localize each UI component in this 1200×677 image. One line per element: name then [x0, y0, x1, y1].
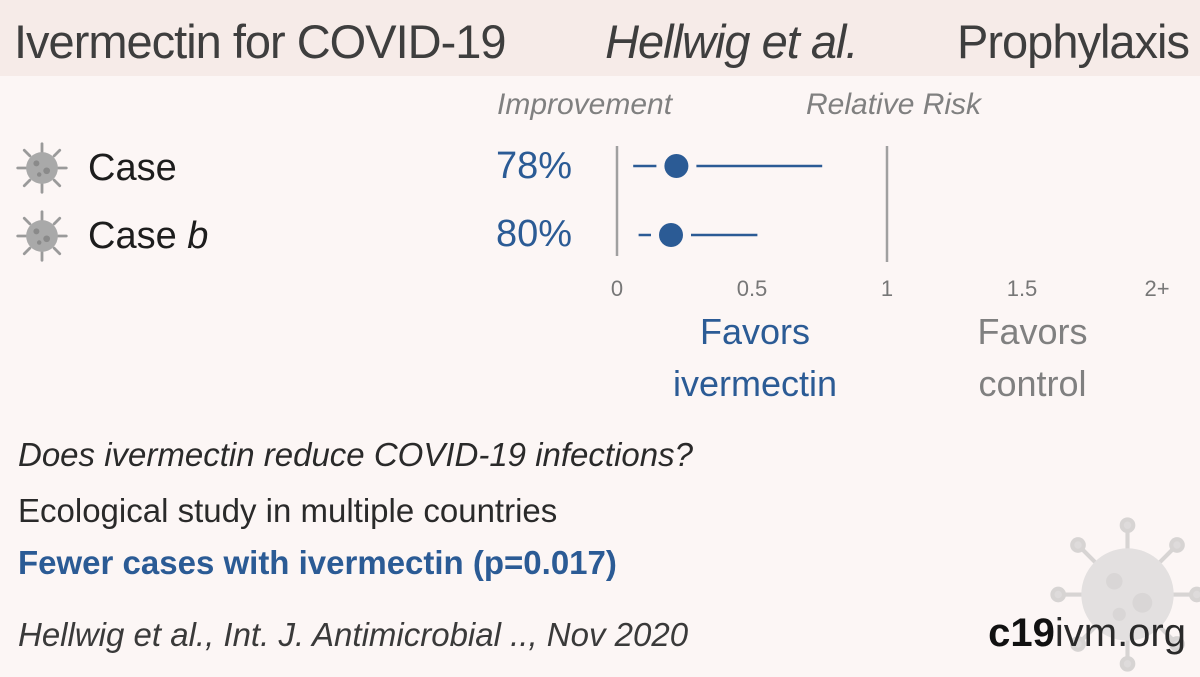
title-author: Hellwig et al.	[605, 14, 858, 68]
citation: Hellwig et al., Int. J. Antimicrobial ..…	[18, 616, 689, 653]
virus-icon	[16, 142, 68, 194]
tick-label: 1	[881, 276, 893, 301]
favors-ivermectin-label: Favors ivermectin	[672, 311, 838, 404]
outcome-row: Case	[14, 138, 177, 198]
study-design: Ecological study in multiple countries	[18, 492, 558, 529]
improvement-value: 78%	[496, 145, 573, 187]
outcome-label: Case b	[88, 214, 209, 257]
improvement-column-label: Improvement	[497, 88, 673, 121]
improvement-value: 80%	[496, 213, 573, 255]
virus-icon	[1050, 517, 1200, 672]
outcome-row: Case b	[14, 206, 208, 266]
tick-label: 2+	[1144, 276, 1169, 301]
outcome-suffix: b	[187, 214, 209, 257]
title-drug: Ivermectin for COVID-19	[14, 14, 507, 68]
point-estimate	[664, 154, 689, 178]
study-question: Does ivermectin reduce COVID-19 infectio…	[18, 436, 693, 473]
page-title: Ivermectin for COVID-19 Hellwig et al. P…	[14, 10, 1190, 72]
point-estimate	[659, 223, 683, 247]
header-band	[0, 0, 1200, 76]
site-logo[interactable]: c19ivm.org	[988, 611, 1186, 655]
forest-plot: 0 0.5 1 1.5 2+	[611, 146, 1170, 301]
favors-control-label: Favors control	[977, 311, 1088, 404]
relative-risk-column-label: Relative Risk	[806, 88, 982, 121]
tick-label: 0.5	[737, 276, 768, 301]
outcome-label: Case	[88, 146, 177, 189]
study-result: Fewer cases with ivermectin (p=0.017)	[18, 544, 617, 581]
tick-label: 0	[611, 276, 623, 301]
tick-label: 1.5	[1007, 276, 1038, 301]
title-type: Prophylaxis	[957, 14, 1190, 68]
virus-icon	[16, 210, 68, 262]
